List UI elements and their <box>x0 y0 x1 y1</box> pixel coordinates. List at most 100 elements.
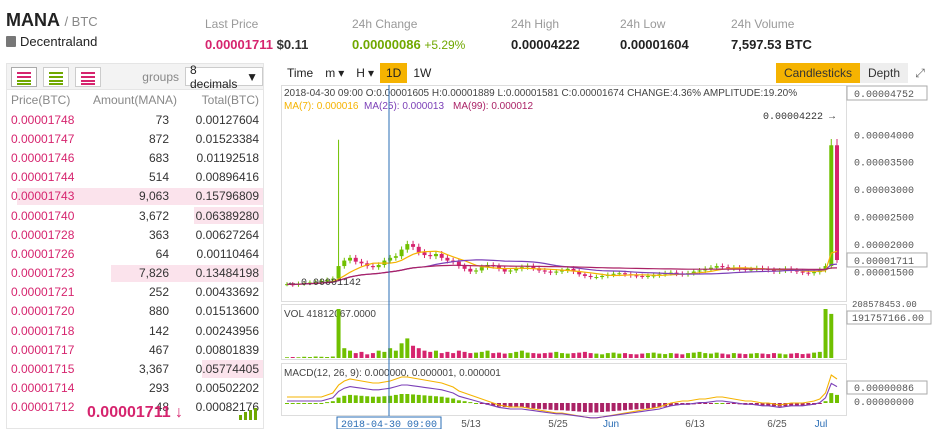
candle-body <box>405 244 410 250</box>
volume-bar <box>285 357 289 358</box>
stat-label: 24h Volume <box>731 17 795 31</box>
volume-bar <box>411 345 416 358</box>
macd-bar <box>519 403 524 408</box>
orderbook-row[interactable]: 0.00001720 880 0.01513600 <box>7 302 263 321</box>
orderbook-row[interactable]: 0.00001743 9,063 0.15796809 <box>7 187 263 206</box>
volume-bar <box>737 353 742 358</box>
orderbook-row[interactable]: 0.00001712 48 0.00082176 <box>7 398 263 417</box>
macd-bar <box>771 403 776 407</box>
candle-body <box>588 275 593 278</box>
macd-bar <box>560 403 564 411</box>
pair-name[interactable]: Decentraland <box>20 34 98 49</box>
macd-bar <box>474 403 479 404</box>
volume-bar <box>302 356 307 358</box>
orderbook-row[interactable]: 0.00001723 7,826 0.13484198 <box>7 264 263 283</box>
hours-dropdown[interactable]: H ▾ <box>350 63 380 83</box>
row-total: 0.13484198 <box>195 266 259 281</box>
volume-bar <box>451 353 456 358</box>
row-amount: 252 <box>148 285 169 300</box>
macd-bar <box>731 403 736 404</box>
row-price: 0.00001744 <box>11 170 75 185</box>
orderbook-row[interactable]: 0.00001717 467 0.00801839 <box>7 340 263 359</box>
minutes-dropdown[interactable]: m ▾ <box>319 63 350 83</box>
candle-body <box>531 266 536 269</box>
macd-bar <box>399 394 404 403</box>
macd-bar <box>456 400 461 403</box>
decimals-select[interactable]: 8 decimals ▼ <box>185 63 263 91</box>
volume-bar <box>806 353 811 358</box>
depth-tab[interactable]: Depth <box>859 63 908 83</box>
macd-bar <box>537 403 542 409</box>
candle-body <box>330 278 335 280</box>
stat-label: 24h Low <box>620 17 666 31</box>
macd-bar <box>657 403 662 408</box>
candlesticks-tab[interactable]: Candlesticks <box>775 63 860 83</box>
row-amount: 7,826 <box>138 266 169 281</box>
interval-1w-button[interactable]: 1W <box>413 66 432 80</box>
macd-readout: MACD(12, 26, 9): 0.000000, 0.000001, 0.0… <box>284 368 501 379</box>
orderbook-asks-icon[interactable] <box>75 66 101 87</box>
volume-bar <box>783 354 788 358</box>
macd-bar <box>817 403 822 404</box>
macd-bar <box>388 395 393 403</box>
orderbook-row[interactable]: 0.00001728 363 0.00627264 <box>7 225 263 244</box>
price-axis-label: 0.00001500 <box>854 269 914 280</box>
volume-bar <box>577 352 582 358</box>
time-button[interactable]: Time <box>287 66 314 80</box>
pair-symbol: MANA <box>6 10 60 30</box>
orderbook-row[interactable]: 0.00001744 514 0.00896416 <box>7 168 263 187</box>
fullscreen-icon[interactable]: ⤢ <box>915 66 925 80</box>
candle-body <box>554 271 559 273</box>
orderbook-row[interactable]: 0.00001721 252 0.00433692 <box>7 283 263 302</box>
orderbook-both-icon[interactable] <box>11 66 37 87</box>
macd-bar <box>611 403 616 412</box>
orderbook-panel: groups 8 decimals ▼ Price(BTC) Amount(MA… <box>6 63 264 429</box>
candle-body <box>611 273 616 275</box>
volume-bar <box>365 354 370 358</box>
macd-bar <box>393 394 398 403</box>
orderbook-row[interactable]: 0.00001726 64 0.00110464 <box>7 244 263 263</box>
candle-body <box>468 268 473 272</box>
row-total: 0.00082176 <box>195 400 259 415</box>
depth-bar <box>194 206 263 225</box>
candle-body <box>393 256 398 258</box>
macd-bar <box>525 403 530 408</box>
macd-bar <box>330 401 335 403</box>
macd-bar <box>325 402 330 404</box>
orderbook-row[interactable]: 0.00001748 73 0.00127604 <box>7 110 263 129</box>
orderbook-last-price: 0.00001711 ↓ <box>7 398 263 428</box>
macd-bar <box>433 396 438 403</box>
volume-panel-frame <box>281 304 847 360</box>
row-total: 0.05774405 <box>195 362 259 377</box>
row-amount: 683 <box>148 150 169 165</box>
orderbook-row[interactable]: 0.00001718 142 0.00243956 <box>7 321 263 340</box>
volume-bar <box>428 351 433 358</box>
volume-bar <box>439 353 444 358</box>
pair-quote: / BTC <box>64 14 98 29</box>
row-price: 0.00001726 <box>11 246 75 261</box>
orderbook-row[interactable]: 0.00001746 683 0.01192518 <box>7 148 263 167</box>
ma7-readout: MA(7): 0.000016 <box>284 101 359 112</box>
candle-body <box>508 270 513 272</box>
orderbook-row[interactable]: 0.00001714 293 0.00502202 <box>7 379 263 398</box>
interval-1d-button[interactable]: 1D <box>379 63 408 83</box>
macd-bar <box>600 403 605 412</box>
candle-body <box>456 261 461 267</box>
ma25-readout: MA(25): 0.000013 <box>364 101 444 112</box>
pair-title: MANA / BTC <box>6 10 98 31</box>
orderbook-bids-icon[interactable] <box>43 66 69 87</box>
orderbook-row[interactable]: 0.00001747 872 0.01523384 <box>7 129 263 148</box>
connection-signal-icon <box>239 408 257 420</box>
candle-body <box>565 268 570 271</box>
candlestick-chart[interactable]: 0.00004752 0.00004000 0.00003500 0.00003000… <box>281 85 932 429</box>
orderbook-row[interactable]: 0.00001740 3,672 0.06389280 <box>7 206 263 225</box>
orderbook-row[interactable]: 0.00001715 3,367 0.05774405 <box>7 359 263 378</box>
volume-bar <box>325 357 330 358</box>
low-value: 0.00001604 <box>620 37 689 52</box>
candle-body <box>388 257 393 261</box>
volume-bar <box>617 353 622 358</box>
volume-bar <box>382 351 387 358</box>
volume-bar <box>376 350 381 358</box>
row-amount: 9,063 <box>138 189 169 204</box>
high-value: 0.00004222 <box>511 37 580 52</box>
